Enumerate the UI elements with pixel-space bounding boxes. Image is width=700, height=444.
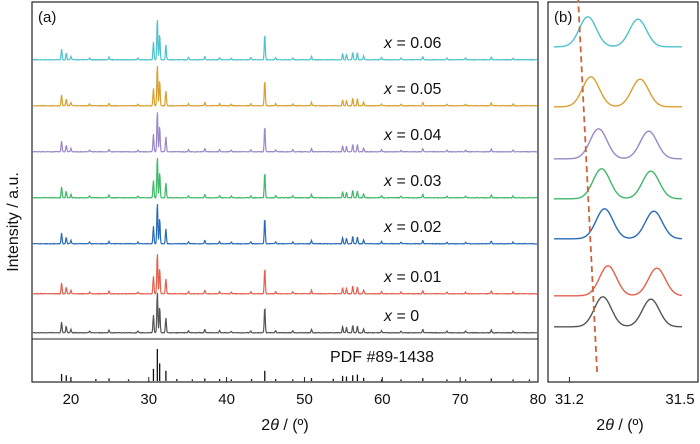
series-line-4 xyxy=(32,204,538,245)
a-tick-label-6: 80 xyxy=(530,391,547,408)
panel-b-frame xyxy=(547,1,699,383)
b-tick-label-1: 31.5 xyxy=(665,391,694,408)
panel-b-x-axis-title: 2θ / (º) xyxy=(596,417,643,434)
zoom-series-line-2 xyxy=(554,128,682,160)
panel-b-label: (b) xyxy=(554,9,572,26)
a-tick-label-0: 20 xyxy=(63,391,80,408)
b-tick-label-0: 31.2 xyxy=(555,391,584,408)
panel-a-x-axis-title: 2θ / (º) xyxy=(261,417,308,434)
panel-a: (a) x = 0.06x = 0.05x = 0.04x = 0.03x = … xyxy=(31,1,547,434)
zoom-series-line-3 xyxy=(554,168,682,200)
series-label-1: x = 0.05 xyxy=(383,81,441,98)
series-label-0: x = 0.06 xyxy=(383,35,441,52)
series-label-6: x = 0 xyxy=(383,308,419,325)
a-tick-label-3: 50 xyxy=(296,391,313,408)
series-label-2: x = 0.04 xyxy=(383,127,441,144)
panel-a-label: (a) xyxy=(38,9,56,26)
series-line-1 xyxy=(32,65,538,107)
a-tick-label-4: 60 xyxy=(374,391,391,408)
zoom-series-line-5 xyxy=(554,265,683,297)
a-tick-label-1: 30 xyxy=(140,391,157,408)
trend-dashed-line xyxy=(577,0,599,377)
series-line-2 xyxy=(32,112,538,153)
zoom-series-line-0 xyxy=(554,16,682,48)
a-tick-label-2: 40 xyxy=(218,391,235,408)
series-label-3: x = 0.03 xyxy=(383,173,441,190)
panel-a-plot: x = 0.06 x = 0.05 x = 0.04 x = 0.03 x = 0.02… xyxy=(32,20,538,381)
panel-b-plot xyxy=(554,0,683,377)
series-line-0 xyxy=(32,20,538,61)
series-line-3 xyxy=(32,158,538,199)
panel-a-x-ticks: 20 30 40 50 60 70 80 xyxy=(63,377,547,408)
series-label-4: x = 0.02 xyxy=(383,219,441,236)
y-axis-title: Intensity / a.u. xyxy=(5,172,22,272)
reference-label: PDF #89-1438 xyxy=(330,349,434,366)
a-tick-label-5: 70 xyxy=(452,391,469,408)
series-line-6 xyxy=(32,292,538,334)
zoom-series-line-4 xyxy=(554,208,682,240)
zoom-series-line-6 xyxy=(554,296,682,328)
series-line-5 xyxy=(32,254,538,295)
zoom-series-line-1 xyxy=(554,76,682,108)
series-label-5: x = 0.01 xyxy=(383,269,441,286)
panel-a-frame xyxy=(31,1,539,383)
panel-b-x-ticks: 31.2 31.5 xyxy=(555,377,699,408)
panel-b: (b) 31.2 31.5 2θ / (º) xyxy=(547,0,699,434)
